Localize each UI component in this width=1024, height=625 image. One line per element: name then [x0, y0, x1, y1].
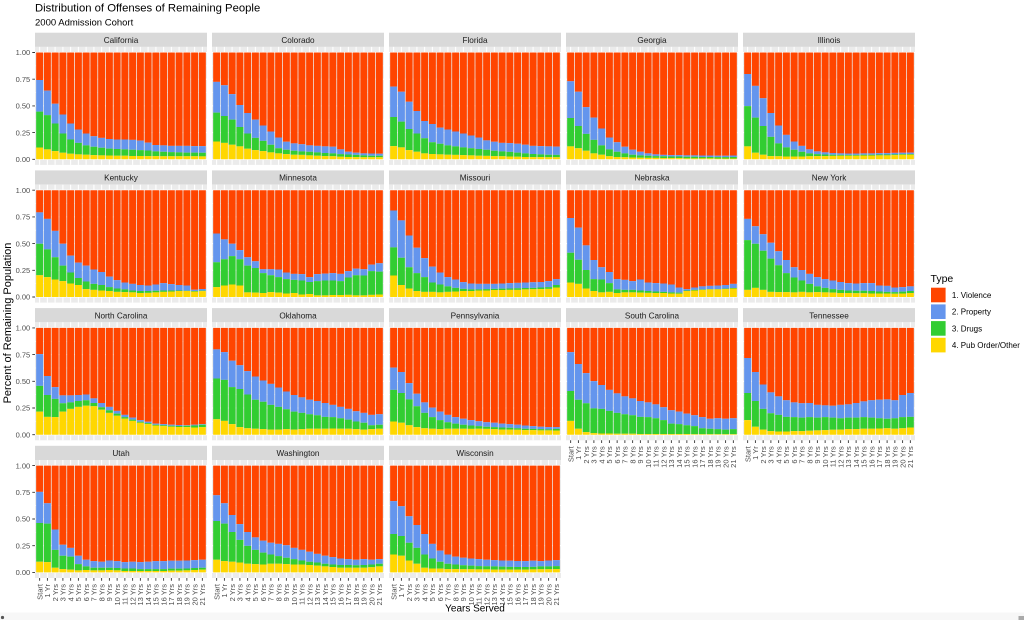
svg-text:0.75: 0.75 [16, 75, 31, 84]
svg-text:0.00: 0.00 [16, 155, 31, 164]
svg-text:0.50: 0.50 [16, 377, 31, 386]
svg-text:Colorado: Colorado [281, 36, 315, 45]
svg-text:0.75: 0.75 [16, 350, 31, 359]
svg-text:Florida: Florida [462, 36, 487, 45]
svg-text:Nebraska: Nebraska [634, 174, 669, 183]
svg-text:0.25: 0.25 [16, 266, 31, 275]
svg-text:South Carolina: South Carolina [625, 311, 680, 320]
svg-text:21 Yrs: 21 Yrs [906, 446, 915, 468]
svg-text:2000 Admission Cohort: 2000 Admission Cohort [35, 18, 134, 29]
svg-text:0.75: 0.75 [16, 213, 31, 222]
svg-text:North Carolina: North Carolina [95, 311, 148, 320]
svg-text:Pennsylvania: Pennsylvania [451, 311, 500, 320]
svg-text:Oklahoma: Oklahoma [279, 311, 317, 320]
svg-text:California: California [104, 36, 139, 45]
svg-text:Kentucky: Kentucky [104, 174, 139, 183]
svg-text:0.00: 0.00 [16, 430, 31, 439]
svg-text:1.00: 1.00 [16, 48, 31, 57]
svg-text:1.00: 1.00 [16, 186, 31, 195]
svg-text:Illinois: Illinois [818, 36, 841, 45]
svg-text:0.50: 0.50 [16, 515, 31, 524]
svg-text:21 Yrs: 21 Yrs [552, 584, 561, 606]
svg-text:0.50: 0.50 [16, 102, 31, 111]
svg-text:Distribution of Offenses of Re: Distribution of Offenses of Remaining Pe… [35, 2, 260, 14]
svg-text:1.00: 1.00 [16, 324, 31, 333]
svg-text:2. Property: 2. Property [952, 308, 991, 317]
svg-text:Tennessee: Tennessee [809, 311, 849, 320]
svg-text:0.25: 0.25 [16, 404, 31, 413]
svg-text:3. Drugs: 3. Drugs [952, 324, 982, 333]
svg-text:Type: Type [931, 273, 954, 285]
svg-text:21 Yrs: 21 Yrs [729, 446, 738, 468]
svg-text:Utah: Utah [112, 449, 130, 458]
svg-text:New York: New York [812, 174, 847, 183]
svg-text:0.25: 0.25 [16, 128, 31, 137]
svg-text:1.00: 1.00 [16, 461, 31, 470]
svg-text:0.50: 0.50 [16, 239, 31, 248]
svg-text:Years Served: Years Served [445, 604, 505, 615]
svg-text:21 Yrs: 21 Yrs [198, 584, 207, 606]
svg-text:Minnesota: Minnesota [279, 174, 317, 183]
svg-text:0.25: 0.25 [16, 541, 31, 550]
svg-text:21 Yrs: 21 Yrs [375, 584, 384, 606]
svg-text:Georgia: Georgia [637, 36, 667, 45]
svg-text:Percent of Remaining Populatio: Percent of Remaining Population [2, 243, 14, 404]
svg-text:0.00: 0.00 [16, 568, 31, 577]
svg-text:4. Pub Order/Other: 4. Pub Order/Other [952, 341, 1020, 350]
svg-text:0.00: 0.00 [16, 293, 31, 302]
svg-text:Washington: Washington [277, 449, 320, 458]
svg-text:0.75: 0.75 [16, 488, 31, 497]
svg-text:1. Violence: 1. Violence [952, 291, 992, 300]
svg-text:Missouri: Missouri [460, 174, 491, 183]
svg-text:Wisconsin: Wisconsin [456, 449, 494, 458]
